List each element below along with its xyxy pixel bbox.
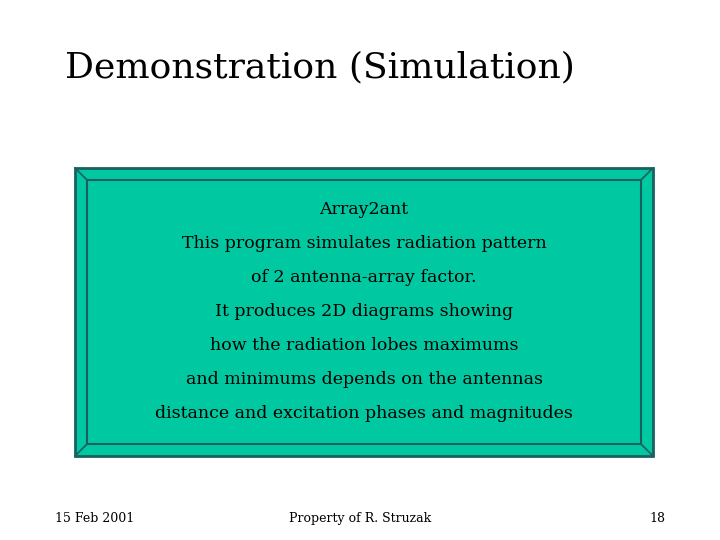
Text: It produces 2D diagrams showing: It produces 2D diagrams showing [215,303,513,321]
Text: how the radiation lobes maximums: how the radiation lobes maximums [210,338,518,354]
Text: 15 Feb 2001: 15 Feb 2001 [55,512,134,525]
Bar [87,180,641,444]
Bar [75,168,653,456]
Text: of 2 antenna-array factor.: of 2 antenna-array factor. [251,269,477,287]
Text: Array2ant: Array2ant [320,201,408,219]
Text: and minimums depends on the antennas: and minimums depends on the antennas [186,372,542,388]
Text: Demonstration (Simulation): Demonstration (Simulation) [65,51,575,84]
Bar [75,168,653,456]
Text: distance and excitation phases and magnitudes: distance and excitation phases and magni… [155,406,573,422]
Text: Property of R. Struzak: Property of R. Struzak [289,512,431,525]
Text: 18: 18 [649,512,665,525]
Text: This program simulates radiation pattern: This program simulates radiation pattern [181,235,546,253]
